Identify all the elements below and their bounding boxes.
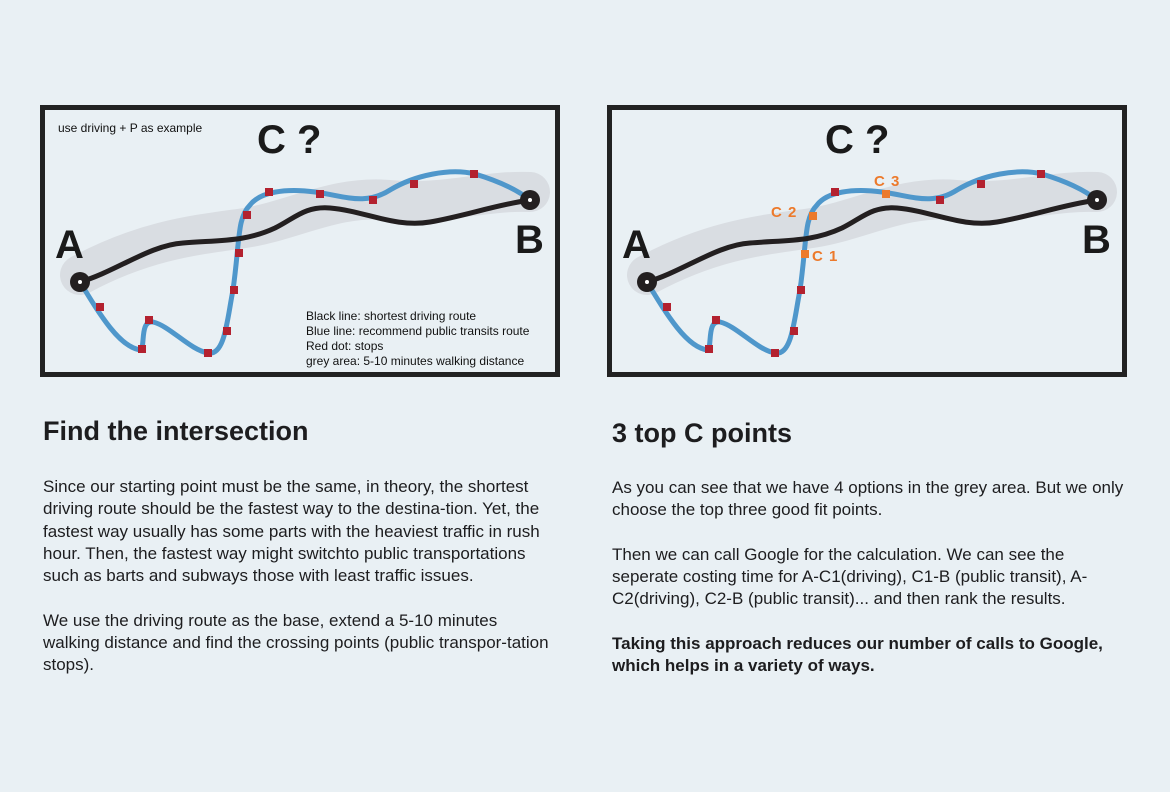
- stop-dot: [797, 286, 805, 294]
- right-bold-paragraph: Taking this approach reduces our number …: [612, 634, 1103, 676]
- stop-dot: [243, 211, 251, 219]
- stop-dot: [230, 286, 238, 294]
- point-a-label: A: [55, 223, 84, 267]
- example-note: use driving + P as example: [58, 121, 203, 135]
- c-question-label: C ?: [825, 118, 890, 162]
- right-paragraph: As you can see that we have 4 options in…: [612, 478, 1124, 520]
- stop-dot: [790, 327, 798, 335]
- point-b-label: B: [515, 218, 544, 262]
- stop-dot: [138, 345, 146, 353]
- right-paragraph: Then we can call Google for the calculat…: [612, 544, 1088, 609]
- stop-dot: [96, 303, 104, 311]
- stop-dot: [204, 349, 212, 357]
- point-a-label: A: [622, 223, 651, 267]
- right-heading: 3 top C points: [612, 418, 792, 448]
- legend: Black line: shortest driving route Blue …: [306, 309, 529, 369]
- c2-dot: [809, 212, 817, 220]
- point-a-center: [645, 280, 649, 284]
- stop-dot: [235, 249, 243, 257]
- left-heading: Find the intersection: [43, 416, 309, 446]
- diagram-right: C ? A B C 1 C 2 C 3: [607, 105, 1127, 377]
- point-b-center: [1095, 198, 1099, 202]
- right-body: As you can see that we have 4 options in…: [612, 477, 1127, 700]
- legend-item: grey area: 5-10 minutes walking distance: [306, 354, 525, 368]
- route-diagram-left: [60, 169, 550, 357]
- stop-dot: [712, 316, 720, 324]
- stop-dot: [663, 303, 671, 311]
- driving-route: [644, 197, 1100, 285]
- stop-dot: [977, 180, 985, 188]
- left-paragraph: Since our starting point must be the sam…: [43, 477, 540, 586]
- walking-area: [627, 171, 1117, 295]
- stop-dot: [470, 170, 478, 178]
- c1-dot: [801, 250, 809, 258]
- point-b-label: B: [1082, 218, 1111, 262]
- stop-dot: [705, 345, 713, 353]
- stop-dot: [265, 188, 273, 196]
- stop-dot: [771, 349, 779, 357]
- stop-dot: [936, 196, 944, 204]
- legend-item: Red dot: stops: [306, 339, 384, 353]
- transit-route: [644, 169, 1100, 356]
- stop-dot: [410, 180, 418, 188]
- c3-label: C 3: [874, 173, 901, 190]
- route-diagram-right: [627, 169, 1117, 357]
- stop-dot: [316, 190, 324, 198]
- c3-dot: [882, 190, 890, 198]
- driving-route: [77, 197, 533, 285]
- point-a-center: [78, 280, 82, 284]
- walking-area: [60, 171, 550, 295]
- diagram-left: use driving + P as example C ? A B Black…: [40, 105, 560, 377]
- point-b-center: [528, 198, 532, 202]
- legend-item: Blue line: recommend public transits rou…: [306, 324, 530, 338]
- stop-dot: [1037, 170, 1045, 178]
- stop-dot: [145, 316, 153, 324]
- stops: [96, 170, 478, 357]
- stop-dot: [369, 196, 377, 204]
- left-body: Since our starting point must be the sam…: [43, 476, 558, 699]
- stop-dot: [831, 188, 839, 196]
- c2-label: C 2: [771, 204, 798, 221]
- c-points: [801, 190, 890, 258]
- legend-item: Black line: shortest driving route: [306, 309, 477, 323]
- c1-label: C 1: [812, 248, 839, 265]
- transit-route: [77, 169, 533, 356]
- c-question-label: C ?: [257, 118, 322, 162]
- stops: [663, 170, 1045, 357]
- stop-dot: [223, 327, 231, 335]
- left-paragraph: We use the driving route as the base, ex…: [43, 610, 549, 675]
